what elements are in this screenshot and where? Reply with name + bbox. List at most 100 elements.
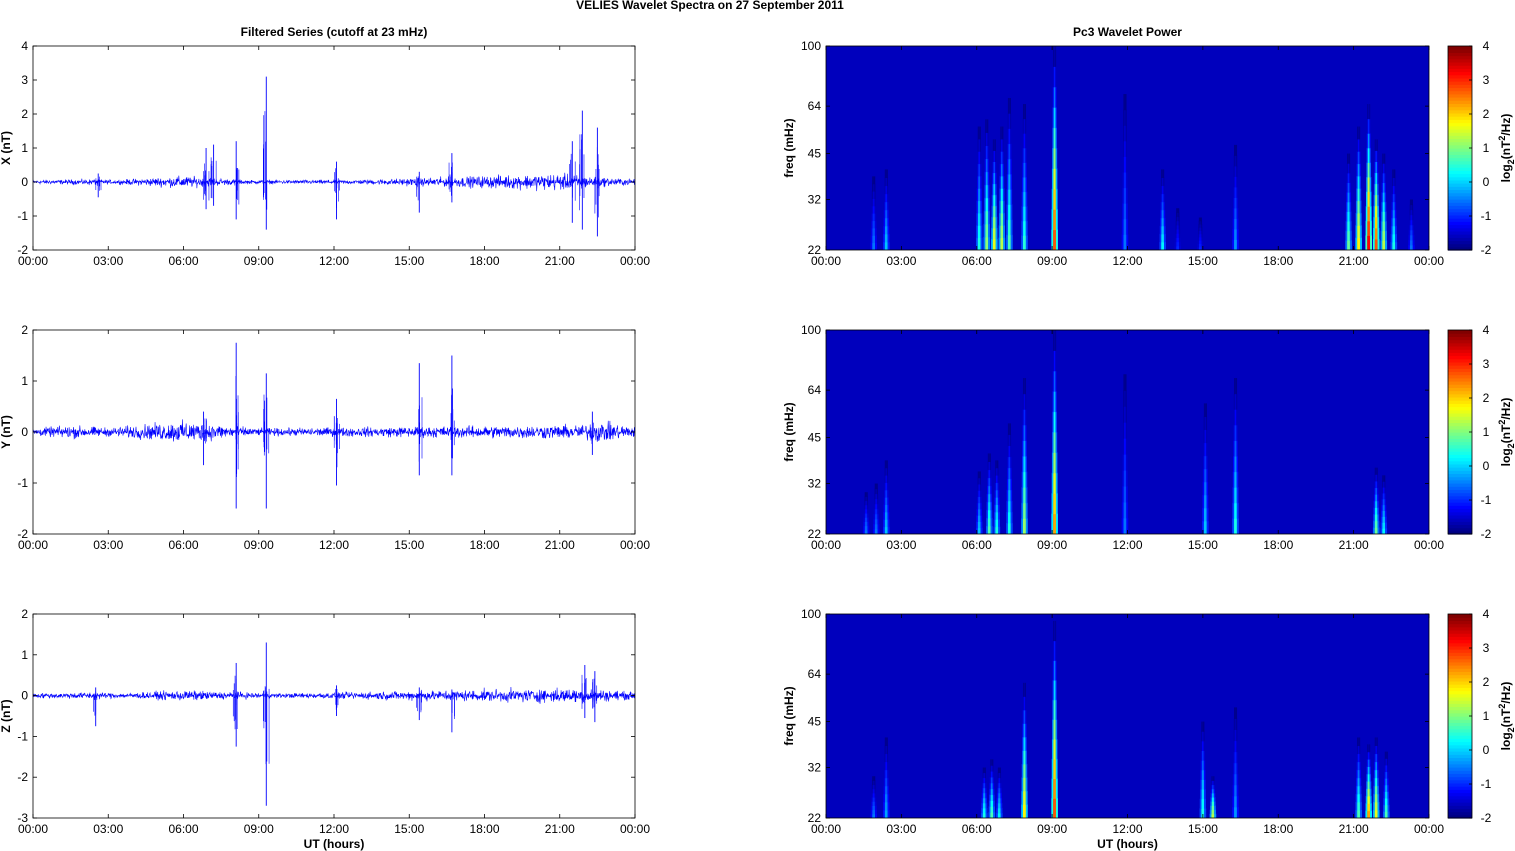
burst-11 bbox=[1357, 777, 1360, 787]
burst-8 bbox=[1023, 220, 1026, 236]
burst-4 bbox=[988, 806, 991, 813]
burst-3 bbox=[985, 797, 987, 804]
burst-11 bbox=[1163, 225, 1166, 235]
colorbar-segment bbox=[1448, 747, 1472, 752]
burst-1 bbox=[872, 788, 875, 794]
xtick-label: 21:00 bbox=[545, 254, 575, 268]
burst-4 bbox=[985, 132, 987, 147]
burst-5 bbox=[1000, 797, 1003, 804]
burst-10 bbox=[1123, 94, 1125, 111]
burst-3 bbox=[884, 519, 888, 528]
burst-3 bbox=[883, 526, 885, 534]
burst-21 bbox=[1409, 219, 1411, 226]
burst-7 bbox=[1006, 511, 1009, 524]
burst-14 bbox=[1385, 751, 1387, 759]
burst-20 bbox=[1391, 185, 1394, 195]
burst-5 bbox=[998, 787, 1001, 794]
burst-4 bbox=[977, 515, 981, 522]
burst-14 bbox=[1236, 176, 1238, 188]
colorbar-segment bbox=[1448, 505, 1472, 510]
burst-13 bbox=[1199, 230, 1202, 235]
burst-14 bbox=[1387, 798, 1390, 806]
burst-11 bbox=[1161, 185, 1164, 195]
burst-14 bbox=[1383, 784, 1386, 792]
burst-9 bbox=[1211, 784, 1213, 790]
burst-15 bbox=[1345, 211, 1348, 222]
burst-12 bbox=[1178, 241, 1181, 247]
burst-15 bbox=[1347, 230, 1350, 241]
burst-20 bbox=[1394, 201, 1397, 211]
burst-11 bbox=[1204, 429, 1207, 444]
colorbar-segment bbox=[1448, 345, 1472, 350]
burst-19 bbox=[1384, 172, 1386, 184]
xtick-label: 06:00 bbox=[962, 822, 992, 836]
burst-2 bbox=[877, 503, 879, 510]
burst-4 bbox=[987, 210, 990, 225]
burst-14 bbox=[1380, 528, 1383, 534]
burst-13 bbox=[1201, 220, 1203, 225]
burst-11 bbox=[1359, 753, 1361, 763]
burst-8 bbox=[1022, 104, 1024, 120]
colorbar-segment bbox=[1448, 700, 1472, 704]
burst-17 bbox=[1370, 235, 1372, 250]
burst-21 bbox=[1409, 204, 1411, 211]
colorbar-segment bbox=[1448, 199, 1472, 203]
burst-2 bbox=[885, 185, 888, 195]
burst-1 bbox=[867, 513, 869, 518]
burst-13 bbox=[1376, 467, 1378, 475]
colorbar-segment bbox=[1448, 138, 1472, 143]
burst-14 bbox=[1234, 207, 1237, 219]
colorbar-segment bbox=[1448, 649, 1472, 653]
burst-9 bbox=[1209, 809, 1212, 815]
xtick-label: 12:00 bbox=[1112, 538, 1142, 552]
burst-3 bbox=[978, 200, 981, 214]
burst-13 bbox=[1376, 737, 1378, 747]
burst-2 bbox=[885, 745, 888, 755]
burst-9 bbox=[1055, 209, 1058, 231]
burst-15 bbox=[1349, 230, 1352, 241]
burst-9 bbox=[1053, 432, 1056, 453]
burst-2 bbox=[874, 493, 876, 500]
burst-14 bbox=[1385, 784, 1388, 792]
burst-12 bbox=[1176, 237, 1180, 243]
burst-10 bbox=[1126, 518, 1129, 534]
burst-17 bbox=[1366, 147, 1368, 163]
burst-7 bbox=[1008, 189, 1011, 205]
colorbar-segment bbox=[1448, 116, 1472, 120]
burst-6 bbox=[1001, 138, 1003, 152]
burst-4 bbox=[976, 502, 979, 510]
series-line bbox=[33, 687, 635, 704]
burst-3 bbox=[983, 772, 986, 779]
burst-10 bbox=[1124, 390, 1126, 407]
burst-1 bbox=[871, 198, 873, 207]
burst-4 bbox=[991, 759, 993, 766]
burst-13 bbox=[1377, 527, 1380, 534]
burst-5 bbox=[990, 501, 993, 511]
burst-17 bbox=[1367, 177, 1370, 193]
burst-1 bbox=[871, 801, 873, 806]
burst-4 bbox=[992, 800, 995, 807]
burst-13 bbox=[1373, 500, 1376, 508]
burst-1 bbox=[862, 529, 865, 534]
burst-19 bbox=[1382, 221, 1386, 232]
burst-14 bbox=[1233, 186, 1235, 198]
burst-10 bbox=[1123, 156, 1127, 173]
burst-1 bbox=[864, 504, 866, 510]
burst-2 bbox=[887, 193, 889, 203]
burst-3 bbox=[885, 504, 888, 513]
burst-9 bbox=[1051, 472, 1054, 494]
burst-4 bbox=[985, 184, 988, 199]
burst-5 bbox=[998, 792, 1001, 799]
burst-7 bbox=[1053, 620, 1056, 642]
colorbar-tick-label: -2 bbox=[1481, 527, 1492, 541]
burst-17 bbox=[1367, 118, 1369, 134]
colorbar-segment bbox=[1448, 416, 1472, 420]
burst-6 bbox=[1023, 709, 1026, 724]
colorbar-segment bbox=[1448, 754, 1472, 759]
burst-12 bbox=[1232, 502, 1235, 519]
burst-9 bbox=[1053, 493, 1057, 515]
burst-9 bbox=[1053, 127, 1056, 149]
burst-6 bbox=[994, 504, 996, 513]
burst-2 bbox=[887, 753, 889, 763]
